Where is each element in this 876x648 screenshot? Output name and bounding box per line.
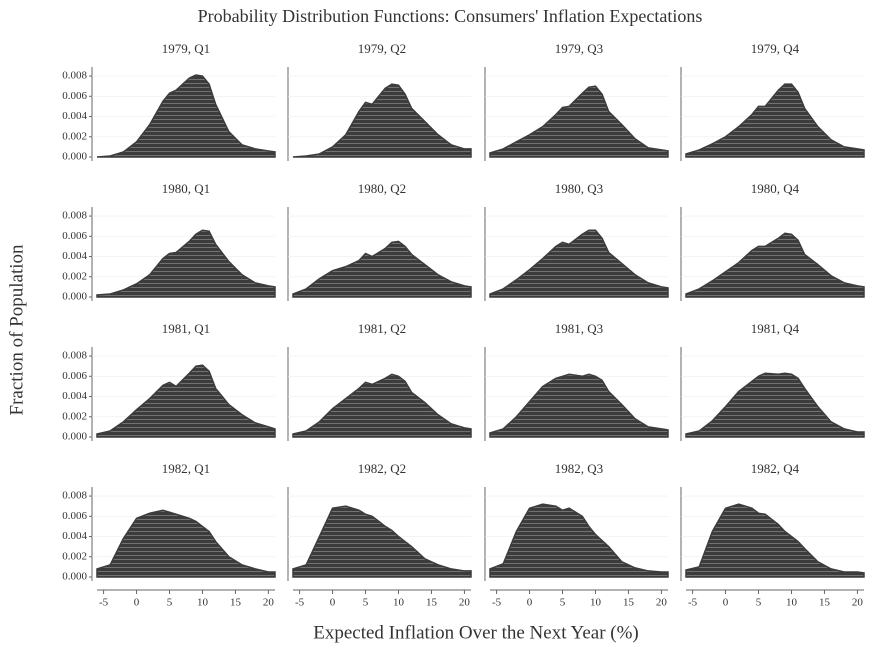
y-tick-label: 0.006: [62, 510, 87, 522]
x-tick-label: 5: [167, 597, 173, 609]
y-tick-label: 0.004: [62, 530, 87, 542]
y-tick-label: 0.004: [62, 390, 87, 402]
y-tick-label: 0.004: [62, 250, 87, 262]
x-tick-label: 10: [786, 597, 798, 609]
density-area: [292, 505, 472, 578]
x-tick-label: 20: [656, 597, 668, 609]
x-tick-label: 10: [197, 597, 209, 609]
x-tick-label: 15: [623, 597, 635, 609]
x-tick-label: 15: [426, 597, 438, 609]
y-tick-label: 0.008: [62, 350, 87, 362]
x-tick-label: 20: [263, 597, 275, 609]
density-area: [96, 74, 276, 158]
x-tick-label: -5: [295, 597, 305, 609]
y-tick-label: 0.008: [62, 70, 87, 82]
y-axis-label: Fraction of Population: [6, 244, 27, 415]
y-tick-label: 0.008: [62, 490, 87, 502]
density-area: [489, 229, 669, 298]
y-tick-label: 0.002: [62, 130, 87, 142]
density-area: [685, 503, 865, 578]
density-area: [292, 240, 472, 298]
panel-title: 1979, Q1: [162, 41, 210, 56]
y-tick-label: 0.000: [62, 291, 87, 303]
x-tick-label: 0: [723, 597, 729, 609]
x-tick-label: 5: [756, 597, 762, 609]
x-tick-label: 0: [330, 597, 336, 609]
x-tick-label: 15: [819, 597, 831, 609]
y-tick-label: 0.002: [62, 410, 87, 422]
x-tick-label: -5: [492, 597, 502, 609]
y-tick-label: 0.000: [62, 151, 87, 163]
density-area: [96, 509, 276, 578]
panel-title: 1981, Q1: [162, 321, 210, 336]
x-tick-label: -5: [99, 597, 109, 609]
density-area: [96, 229, 276, 298]
x-tick-label: 20: [459, 597, 471, 609]
y-tick-label: 0.000: [62, 431, 87, 443]
x-tick-label: 20: [852, 597, 864, 609]
y-tick-label: 0.006: [62, 90, 87, 102]
panel-title: 1980, Q3: [555, 181, 603, 196]
panel-title: 1979, Q3: [555, 41, 603, 56]
y-tick-label: 0.004: [62, 110, 87, 122]
x-tick-label: 5: [560, 597, 566, 609]
x-tick-label: 10: [393, 597, 405, 609]
y-tick-label: 0.006: [62, 230, 87, 242]
panel-title: 1980, Q4: [751, 181, 800, 196]
x-tick-label: 5: [363, 597, 369, 609]
panel-title: 1980, Q1: [162, 181, 210, 196]
density-area: [685, 83, 865, 158]
density-area: [685, 232, 865, 298]
density-area: [292, 83, 472, 158]
chart-title: Probability Distribution Functions: Cons…: [198, 6, 703, 26]
y-tick-label: 0.006: [62, 370, 87, 382]
x-tick-label: 0: [134, 597, 140, 609]
panel-title: 1982, Q2: [358, 461, 406, 476]
x-axis-label: Expected Inflation Over the Next Year (%…: [313, 622, 639, 643]
x-tick-label: 15: [230, 597, 242, 609]
density-area: [489, 373, 669, 438]
x-tick-label: -5: [688, 597, 698, 609]
x-tick-label: 0: [527, 597, 533, 609]
density-area: [489, 85, 669, 158]
panel-title: 1981, Q2: [358, 321, 406, 336]
y-tick-label: 0.002: [62, 550, 87, 562]
panel-title: 1981, Q3: [555, 321, 603, 336]
y-tick-label: 0.008: [62, 210, 87, 222]
panel-title: 1981, Q4: [751, 321, 800, 336]
panel-title: 1979, Q2: [358, 41, 406, 56]
panel-title: 1982, Q4: [751, 461, 800, 476]
panel-title: 1979, Q4: [751, 41, 800, 56]
density-area: [489, 503, 669, 578]
density-area: [96, 364, 276, 438]
y-tick-label: 0.002: [62, 270, 87, 282]
y-tick-label: 0.000: [62, 571, 87, 583]
panel-title: 1982, Q3: [555, 461, 603, 476]
x-tick-label: 10: [590, 597, 602, 609]
density-area: [292, 373, 472, 438]
density-area: [685, 372, 865, 438]
panel-title: 1982, Q1: [162, 461, 210, 476]
panel-title: 1980, Q2: [358, 181, 406, 196]
